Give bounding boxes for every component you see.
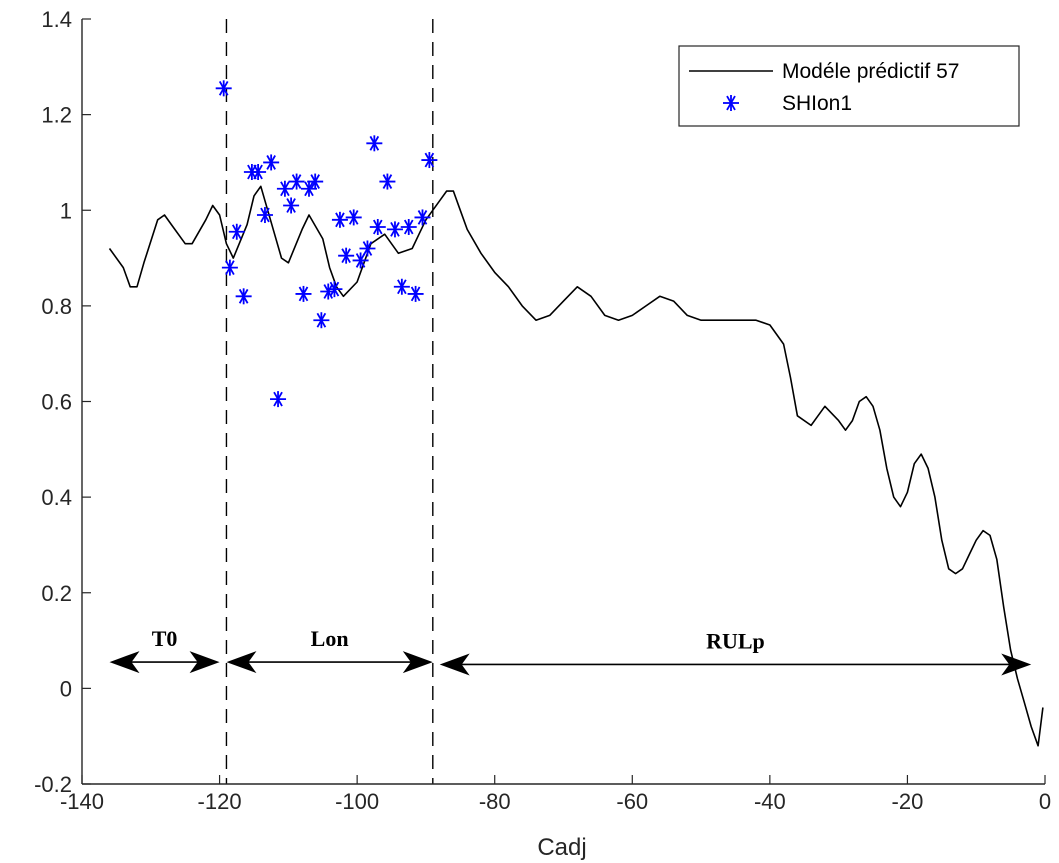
x-tick-label-0: -140 xyxy=(60,789,104,814)
legend-swatch-marker xyxy=(723,95,739,111)
y-tick-label-0: -0.2 xyxy=(34,772,72,797)
x-tick-label-6: -20 xyxy=(892,789,924,814)
data-point-19 xyxy=(338,247,355,264)
data-point-5 xyxy=(250,164,267,180)
data-point-12 xyxy=(295,285,312,302)
data-point-18 xyxy=(331,211,348,228)
y-tick-label-5: 0.8 xyxy=(41,294,72,319)
span-label-0: T0 xyxy=(152,626,178,651)
data-point-23 xyxy=(366,135,383,152)
legend: Modéle prédictif 57 SHIon1 xyxy=(678,45,1020,127)
span-label-2: RULp xyxy=(706,628,765,653)
legend-label-line: Modéle prédictif 57 xyxy=(782,60,959,83)
legend-label-marker: SHIon1 xyxy=(782,92,852,115)
data-point-9 xyxy=(276,180,293,197)
data-point-1 xyxy=(221,259,238,276)
x-tick-label-4: -60 xyxy=(616,789,648,814)
data-point-7 xyxy=(263,154,280,171)
data-point-10 xyxy=(283,197,300,214)
y-tick-label-6: 1 xyxy=(60,198,72,223)
shion1-markers xyxy=(215,80,438,408)
y-tick-label-4: 0.6 xyxy=(41,390,72,415)
y-tick-label-1: 0 xyxy=(60,676,72,701)
data-point-26 xyxy=(386,221,403,238)
span-annotations: T0 Lon RULp xyxy=(109,626,1032,676)
span-arrowhead-right-1 xyxy=(402,651,433,674)
data-point-22 xyxy=(359,240,376,257)
y-tick-label-7: 1.2 xyxy=(41,103,72,128)
span-arrowhead-left-0 xyxy=(109,651,140,674)
x-axis-title: Cadj xyxy=(537,834,586,861)
y-tick-label-2: 0.2 xyxy=(41,581,72,606)
span-arrowhead-left-2 xyxy=(439,653,470,676)
x-tick-label-2: -100 xyxy=(335,789,379,814)
data-point-8 xyxy=(270,391,287,408)
span-arrowhead-left-1 xyxy=(226,651,257,674)
data-point-30 xyxy=(414,209,431,226)
x-tick-label-5: -40 xyxy=(754,789,786,814)
vertical-dashed-lines xyxy=(225,19,434,784)
x-axis-ticks: -140 -120 -100 -80 -60 -40 -20 0 xyxy=(60,775,1051,814)
y-axis-ticks: -0.2 0 0.2 0.4 0.6 0.8 1 1.2 1.4 xyxy=(34,7,91,797)
span-arrowhead-right-2 xyxy=(1001,653,1032,676)
x-tick-label-1: -120 xyxy=(198,789,242,814)
data-point-21 xyxy=(352,252,369,269)
x-tick-label-7: 0 xyxy=(1039,789,1051,814)
span-arrowhead-right-0 xyxy=(189,651,220,674)
data-point-3 xyxy=(235,288,252,305)
data-point-29 xyxy=(407,285,424,302)
predictive-model-curve xyxy=(108,185,1044,747)
data-point-0 xyxy=(215,80,232,97)
data-point-6 xyxy=(256,207,273,224)
data-point-24 xyxy=(369,218,386,235)
legend-box xyxy=(678,45,1020,127)
span-label-1: Lon xyxy=(311,626,349,651)
data-point-17 xyxy=(326,281,343,298)
data-point-2 xyxy=(228,223,245,240)
data-point-20 xyxy=(345,209,362,226)
data-point-27 xyxy=(393,278,410,295)
data-point-11 xyxy=(288,173,305,190)
x-tick-label-3: -80 xyxy=(479,789,511,814)
data-point-31 xyxy=(421,152,438,169)
data-point-28 xyxy=(400,218,417,235)
data-point-25 xyxy=(379,173,396,190)
data-point-15 xyxy=(313,312,330,329)
y-tick-label-3: 0.4 xyxy=(41,485,72,510)
series-line xyxy=(108,185,1044,747)
data-point-14 xyxy=(307,173,324,190)
y-tick-label-8: 1.4 xyxy=(41,7,72,32)
